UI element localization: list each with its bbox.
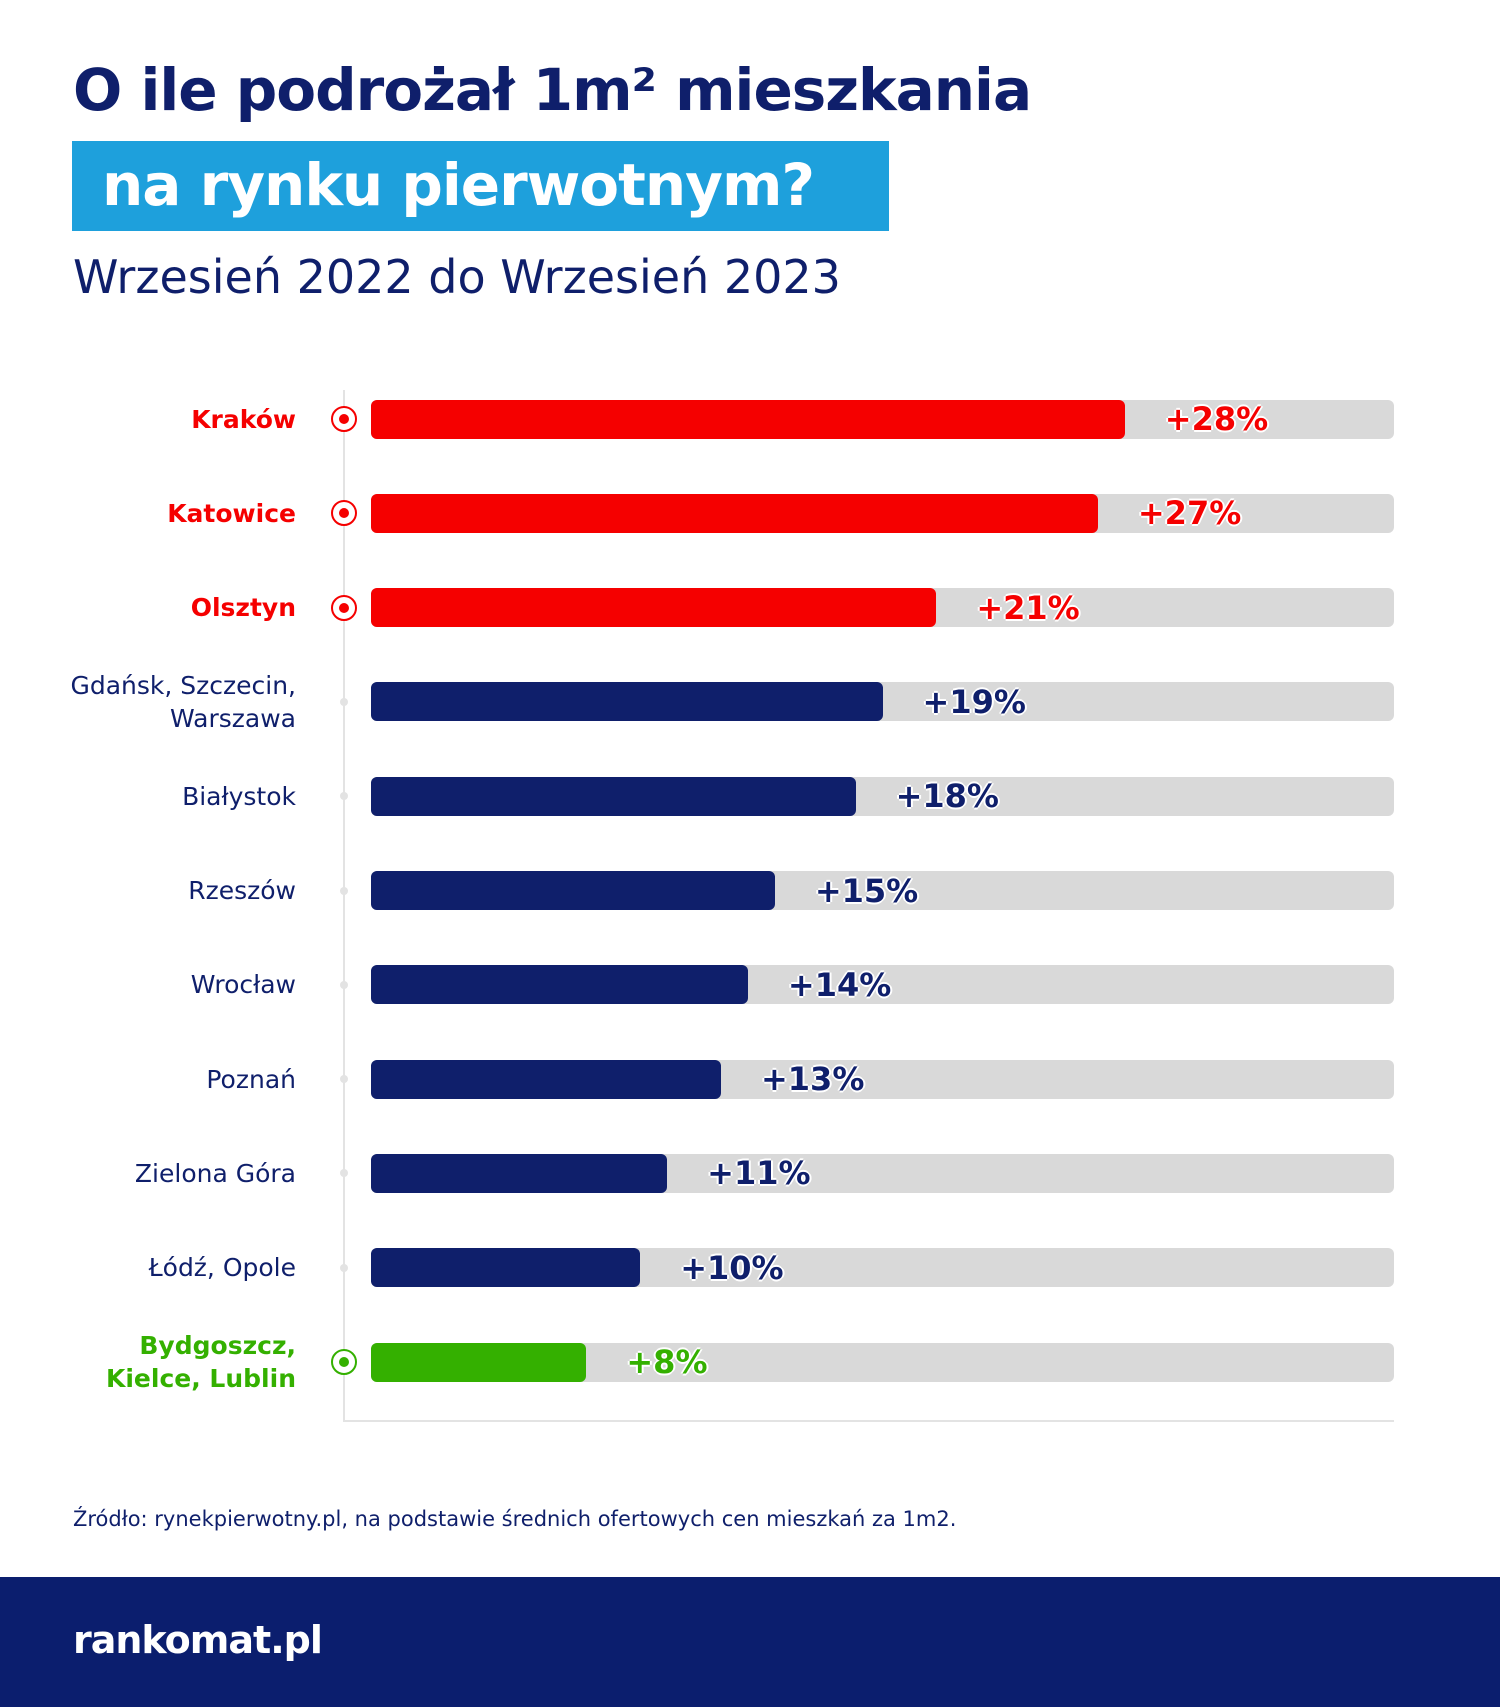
category-label: Zielona Góra [134,1158,296,1188]
highlight-icon-dot [339,602,349,613]
category-label: Wrocław [190,970,296,1000]
value-label: +15% [814,871,919,910]
category-label: Kraków [191,404,296,434]
highlight-icon [331,406,357,432]
bar [371,682,883,722]
value-label: +14% [787,965,892,1004]
axis-dot [340,792,348,801]
bar [371,1059,721,1099]
value-label: +8% [626,1343,708,1381]
bar [371,776,856,816]
value-label: +18% [895,777,999,816]
title: O ile podrożał 1m² mieszkania [73,56,1032,124]
axis-dot [340,980,348,989]
bar [371,871,775,910]
highlight-icon-dot [339,414,349,424]
category-label: Katowice [167,498,296,528]
category-label: Poznań [206,1064,296,1094]
value-label: +11% [707,1154,811,1193]
highlight-icon-dot [339,1357,349,1367]
title-highlight: na rynku pierwotnym? [102,151,815,219]
bar [371,1248,641,1288]
value-label: +10% [680,1248,784,1287]
footer [0,1577,1500,1707]
highlight-icon-dot [339,508,349,519]
source: Źródło: rynekpierwotny.pl, na podstawie … [73,1507,957,1531]
axis-dot [340,886,348,895]
value-label: +28% [1164,400,1269,438]
title-highlight-box [72,141,889,231]
bar [371,1153,668,1193]
category-label: Łódź, Opole [148,1253,296,1283]
axis-dot [340,697,348,706]
value-label: +19% [922,682,1026,721]
category-label: Rzeszów [188,876,296,905]
value-label: +21% [976,588,1080,627]
category-label: Bydgoszcz, Kielce, Lublin [105,1331,296,1393]
axis-line [343,390,345,1421]
highlight-icon [331,594,357,621]
axis-dot [340,1169,348,1178]
logo: rankomat.pl [73,1618,323,1662]
axis-dot [340,1263,348,1272]
value-label: +27% [1137,494,1242,533]
category-label: Białystok [182,781,296,811]
bar [371,493,1098,533]
subtitle: Wrzesień 2022 do Wrzesień 2023 [73,250,841,304]
axis-line [343,1420,1394,1422]
bar [371,1342,587,1382]
category-label: Gdańsk, Szczecin, Warszawa [70,670,296,733]
axis-dot [340,1075,348,1084]
value-label: +13% [760,1060,865,1099]
bar [371,588,937,628]
bar [371,965,748,1005]
bar [371,399,1125,439]
category-label: Olsztyn [190,593,296,623]
